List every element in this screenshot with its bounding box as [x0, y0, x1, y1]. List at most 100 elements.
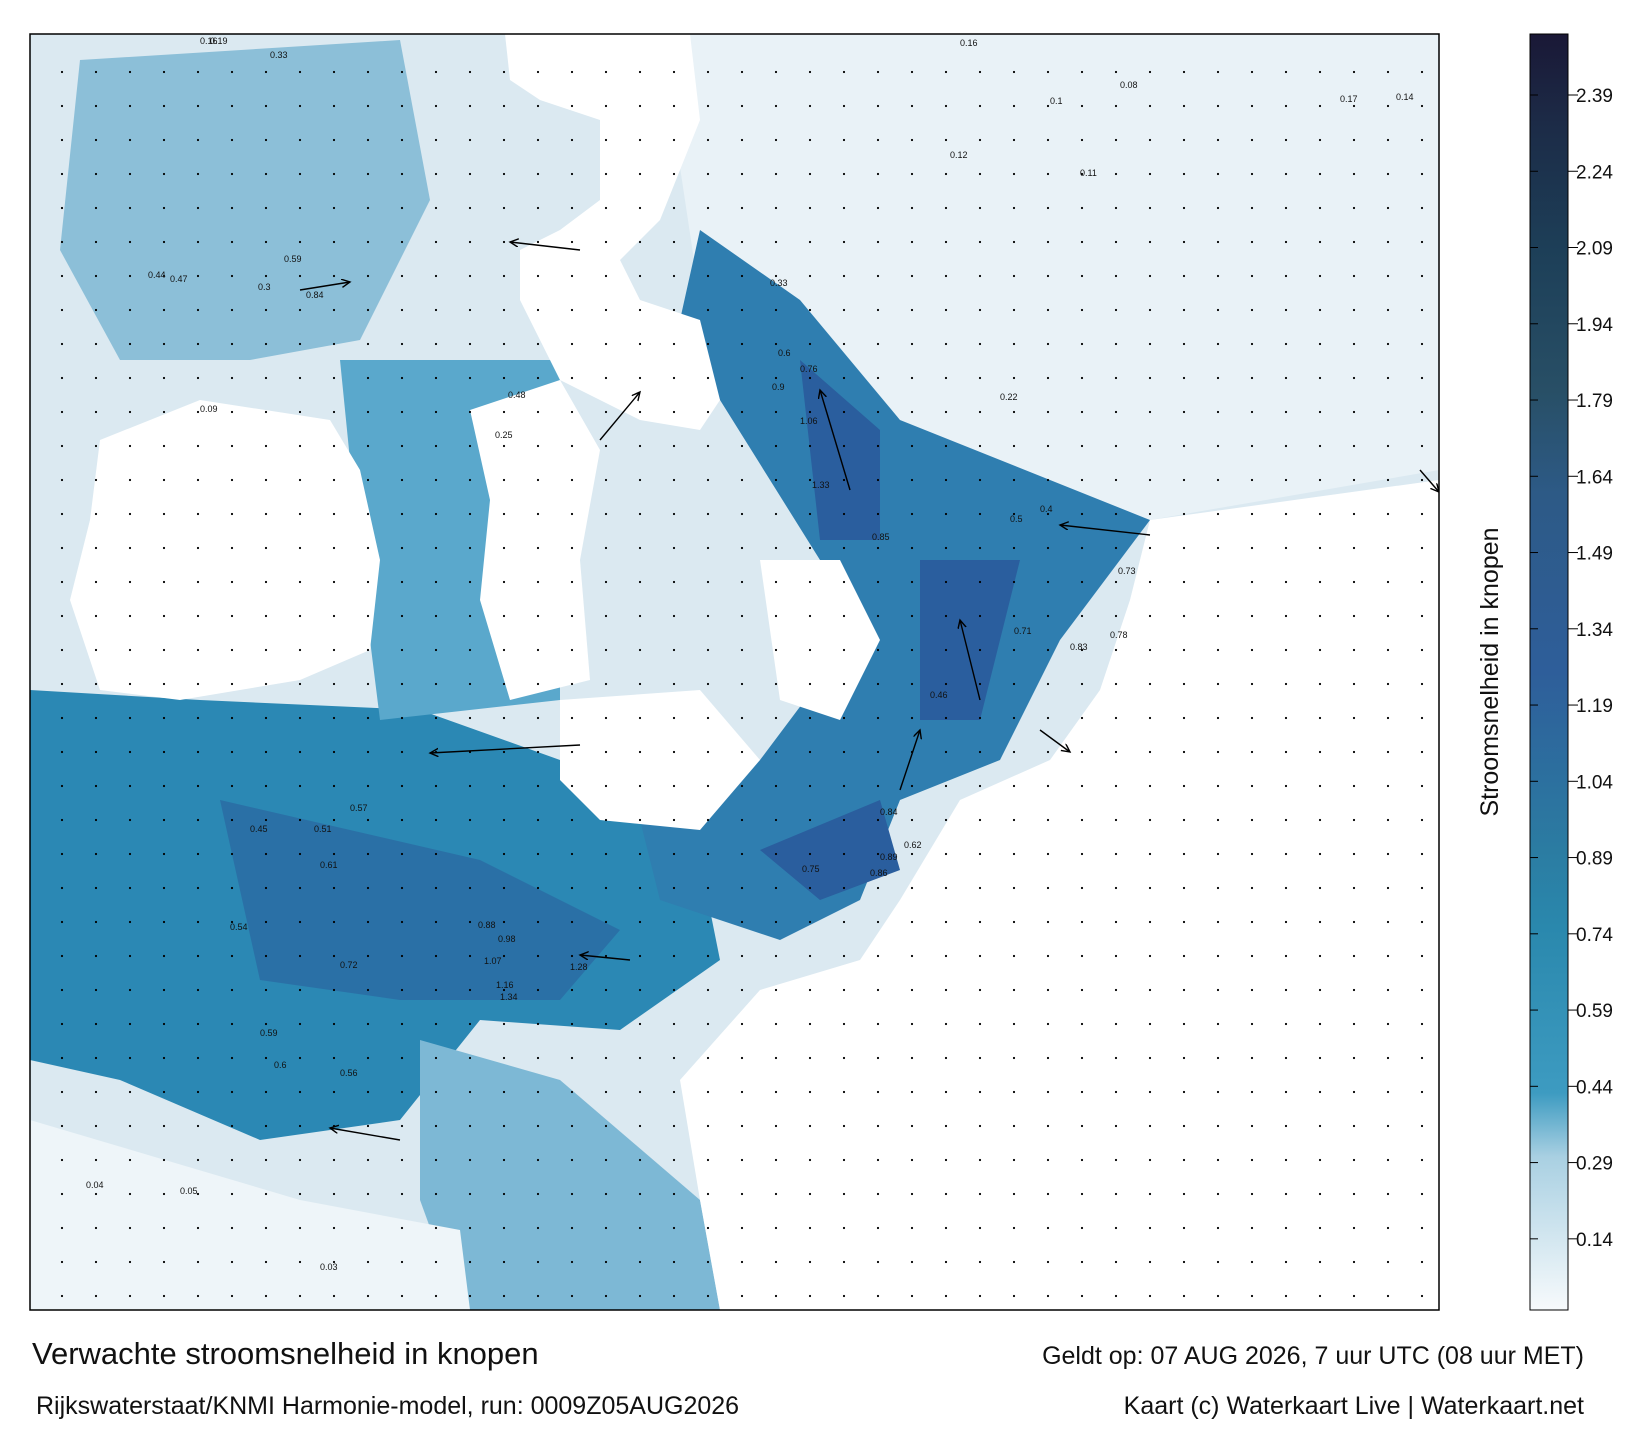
- grid-dot: [434, 1192, 438, 1196]
- grid-dot: [332, 716, 336, 720]
- grid-dot: [128, 342, 132, 346]
- grid-dot: [1148, 750, 1152, 754]
- grid-dot: [570, 70, 574, 74]
- grid-dot: [298, 376, 302, 380]
- grid-dot: [502, 648, 506, 652]
- sea-deep: [220, 800, 620, 1000]
- grid-dot: [332, 1192, 336, 1196]
- grid-dot: [468, 1192, 472, 1196]
- grid-dot: [1114, 376, 1118, 380]
- grid-dot: [264, 750, 268, 754]
- grid-dot: [978, 1056, 982, 1060]
- grid-dot: [808, 546, 812, 550]
- grid-dot: [1046, 818, 1050, 822]
- grid-dot: [672, 512, 676, 516]
- grid-dot: [1284, 1226, 1288, 1230]
- grid-dot: [1114, 886, 1118, 890]
- grid-dot: [808, 818, 812, 822]
- grid-dot: [706, 886, 710, 890]
- grid-dot: [944, 1158, 948, 1162]
- grid-dot: [1114, 954, 1118, 958]
- grid-dot: [604, 784, 608, 788]
- grid-dot: [128, 1294, 132, 1298]
- grid-dot: [128, 614, 132, 618]
- grid-dot: [570, 376, 574, 380]
- grid-dot: [570, 410, 574, 414]
- grid-dot: [1420, 1192, 1424, 1196]
- grid-dot: [910, 852, 914, 856]
- grid-dot: [1386, 206, 1390, 210]
- grid-dot: [1148, 444, 1152, 448]
- grid-dot: [434, 954, 438, 958]
- grid-dot: [978, 512, 982, 516]
- grid-dot: [400, 886, 404, 890]
- grid-dot: [1182, 614, 1186, 618]
- grid-dot: [1386, 70, 1390, 74]
- grid-dot: [536, 716, 540, 720]
- grid-dot: [638, 1192, 642, 1196]
- grid-dot: [162, 682, 166, 686]
- grid-dot: [400, 1158, 404, 1162]
- grid-dot: [910, 920, 914, 924]
- grid-dot: [808, 1158, 812, 1162]
- grid-dot: [162, 716, 166, 720]
- grid-dot: [1216, 1192, 1220, 1196]
- grid-dot: [196, 614, 200, 618]
- grid-dot: [774, 240, 778, 244]
- grid-dot: [468, 308, 472, 312]
- grid-dot: [1012, 410, 1016, 414]
- grid-dot: [638, 546, 642, 550]
- grid-dot: [706, 614, 710, 618]
- grid-dot: [332, 206, 336, 210]
- grid-dot: [1284, 1124, 1288, 1128]
- grid-dot: [264, 1294, 268, 1298]
- grid-dot: [740, 240, 744, 244]
- grid-dot: [638, 1056, 642, 1060]
- grid-dot: [264, 1192, 268, 1196]
- grid-dot: [1386, 546, 1390, 550]
- grid-dot: [1148, 1124, 1152, 1128]
- grid-dot: [1216, 1090, 1220, 1094]
- grid-dot: [1250, 138, 1254, 142]
- grid-dot: [536, 512, 540, 516]
- grid-dot: [1216, 308, 1220, 312]
- grid-dot: [60, 478, 64, 482]
- grid-dot: [944, 920, 948, 924]
- grid-dot: [1352, 172, 1356, 176]
- grid-dot: [1420, 1090, 1424, 1094]
- grid-dot: [230, 240, 234, 244]
- grid-dot: [808, 1090, 812, 1094]
- grid-dot: [1114, 614, 1118, 618]
- grid-dot: [672, 444, 676, 448]
- grid-dot: [366, 546, 370, 550]
- grid-dot: [876, 410, 880, 414]
- grid-dot: [1318, 206, 1322, 210]
- grid-dot: [1420, 410, 1424, 414]
- grid-dot: [1216, 138, 1220, 142]
- speed-label: 0.54: [230, 922, 248, 932]
- grid-dot: [978, 546, 982, 550]
- grid-dot: [468, 342, 472, 346]
- grid-dot: [400, 376, 404, 380]
- grid-dot: [298, 70, 302, 74]
- grid-dot: [910, 784, 914, 788]
- grid-dot: [94, 988, 98, 992]
- grid-dot: [264, 682, 268, 686]
- grid-dot: [604, 750, 608, 754]
- grid-dot: [94, 104, 98, 108]
- grid-dot: [638, 852, 642, 856]
- grid-dot: [60, 138, 64, 142]
- grid-dot: [128, 1260, 132, 1264]
- grid-dot: [808, 580, 812, 584]
- grid-dot: [468, 274, 472, 278]
- grid-dot: [774, 444, 778, 448]
- grid-dot: [1046, 1294, 1050, 1298]
- grid-dot: [196, 1090, 200, 1094]
- grid-dot: [1182, 410, 1186, 414]
- grid-dot: [366, 716, 370, 720]
- grid-dot: [162, 138, 166, 142]
- grid-dot: [230, 444, 234, 448]
- grid-dot: [672, 342, 676, 346]
- grid-dot: [434, 274, 438, 278]
